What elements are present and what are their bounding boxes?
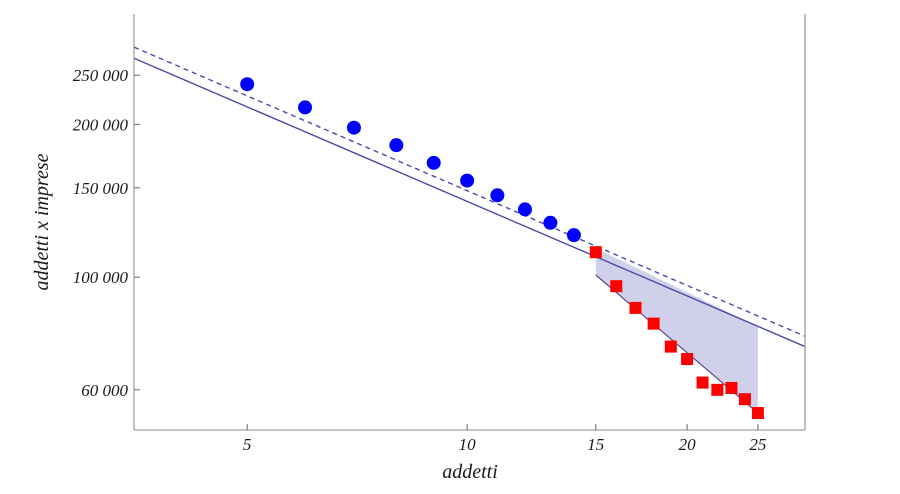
axes [133,14,806,431]
x-axis-title: addetti [442,461,498,483]
solid-fit-line [133,57,806,348]
red-data-point [589,246,602,259]
blue-data-point [543,215,558,230]
blue-data-point [426,155,441,170]
red-data-point [681,352,694,365]
blue-data-point [566,228,581,243]
y-tick-label: 150 000 [73,179,129,198]
regression-lines-layer [133,46,806,348]
red-data-point [725,381,738,394]
blue-data-point [517,202,532,217]
red-data-point [751,407,764,420]
x-tick-label: 10 [459,435,477,454]
red-data-point [610,280,623,293]
red-data-point [629,301,642,314]
tick-labels-layer: 5 10 15 20 25 60 000 100 000 150 000 200 000 250 … [73,66,767,454]
y-tick-label: 100 000 [73,268,129,287]
x-tick-label: 25 [749,435,766,454]
y-tick-label: 60 000 [81,381,128,400]
red-data-point [664,340,677,353]
x-tick-label: 15 [587,435,604,454]
blue-data-point [389,138,404,153]
x-tick-label: 20 [679,435,697,454]
shaded-region [595,248,758,414]
red-data-point [696,376,709,389]
x-tick-label: 5 [243,435,252,454]
red-data-point [711,383,724,396]
blue-data-point [490,188,505,203]
blue-data-point [346,120,361,135]
blue-data-point [460,173,475,188]
red-data-point [738,393,751,406]
y-tick-label: 250 000 [73,66,129,85]
y-axis-title: addetti x imprese [31,153,53,290]
y-tick-label: 200 000 [73,115,129,134]
dashed-fit-line [133,46,806,337]
red-data-point [647,317,660,330]
data-points-layer [240,77,764,420]
blue-data-point [298,100,313,115]
blue-data-point [240,77,255,92]
